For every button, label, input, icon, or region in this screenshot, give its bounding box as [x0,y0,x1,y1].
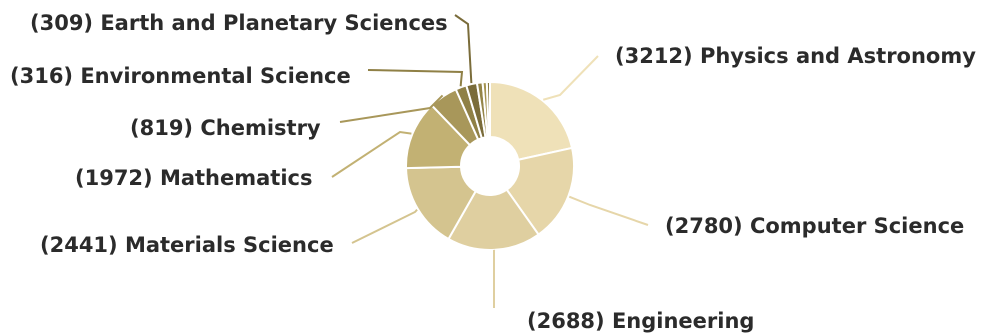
slice-10 [485,80,491,139]
label-computer-science: (2780) Computer Science [665,214,964,238]
leader-line-7 [454,14,473,84]
leader-line-5 [339,94,444,123]
slice-3 [405,165,478,241]
leader-line-4 [331,130,412,178]
label-mathematics: (1972) Mathematics [75,166,313,190]
label-chemistry: (819) Chemistry [130,116,321,140]
label-environmental: (316) Environmental Science [10,64,351,88]
leaders-group [331,14,649,308]
leader-line-3 [351,208,418,244]
leader-line-6 [367,69,464,87]
label-engineering: (2688) Engineering [527,309,754,333]
label-materials: (2441) Materials Science [40,233,334,257]
label-physics: (3212) Physics and Astronomy [615,44,976,68]
slice-0 [489,80,574,161]
leader-line-0 [542,55,599,101]
leader-line-1 [568,195,649,226]
slice-2 [447,188,540,251]
label-earth-planetary: (309) Earth and Planetary Sciences [30,11,448,35]
slices-group [405,80,575,251]
